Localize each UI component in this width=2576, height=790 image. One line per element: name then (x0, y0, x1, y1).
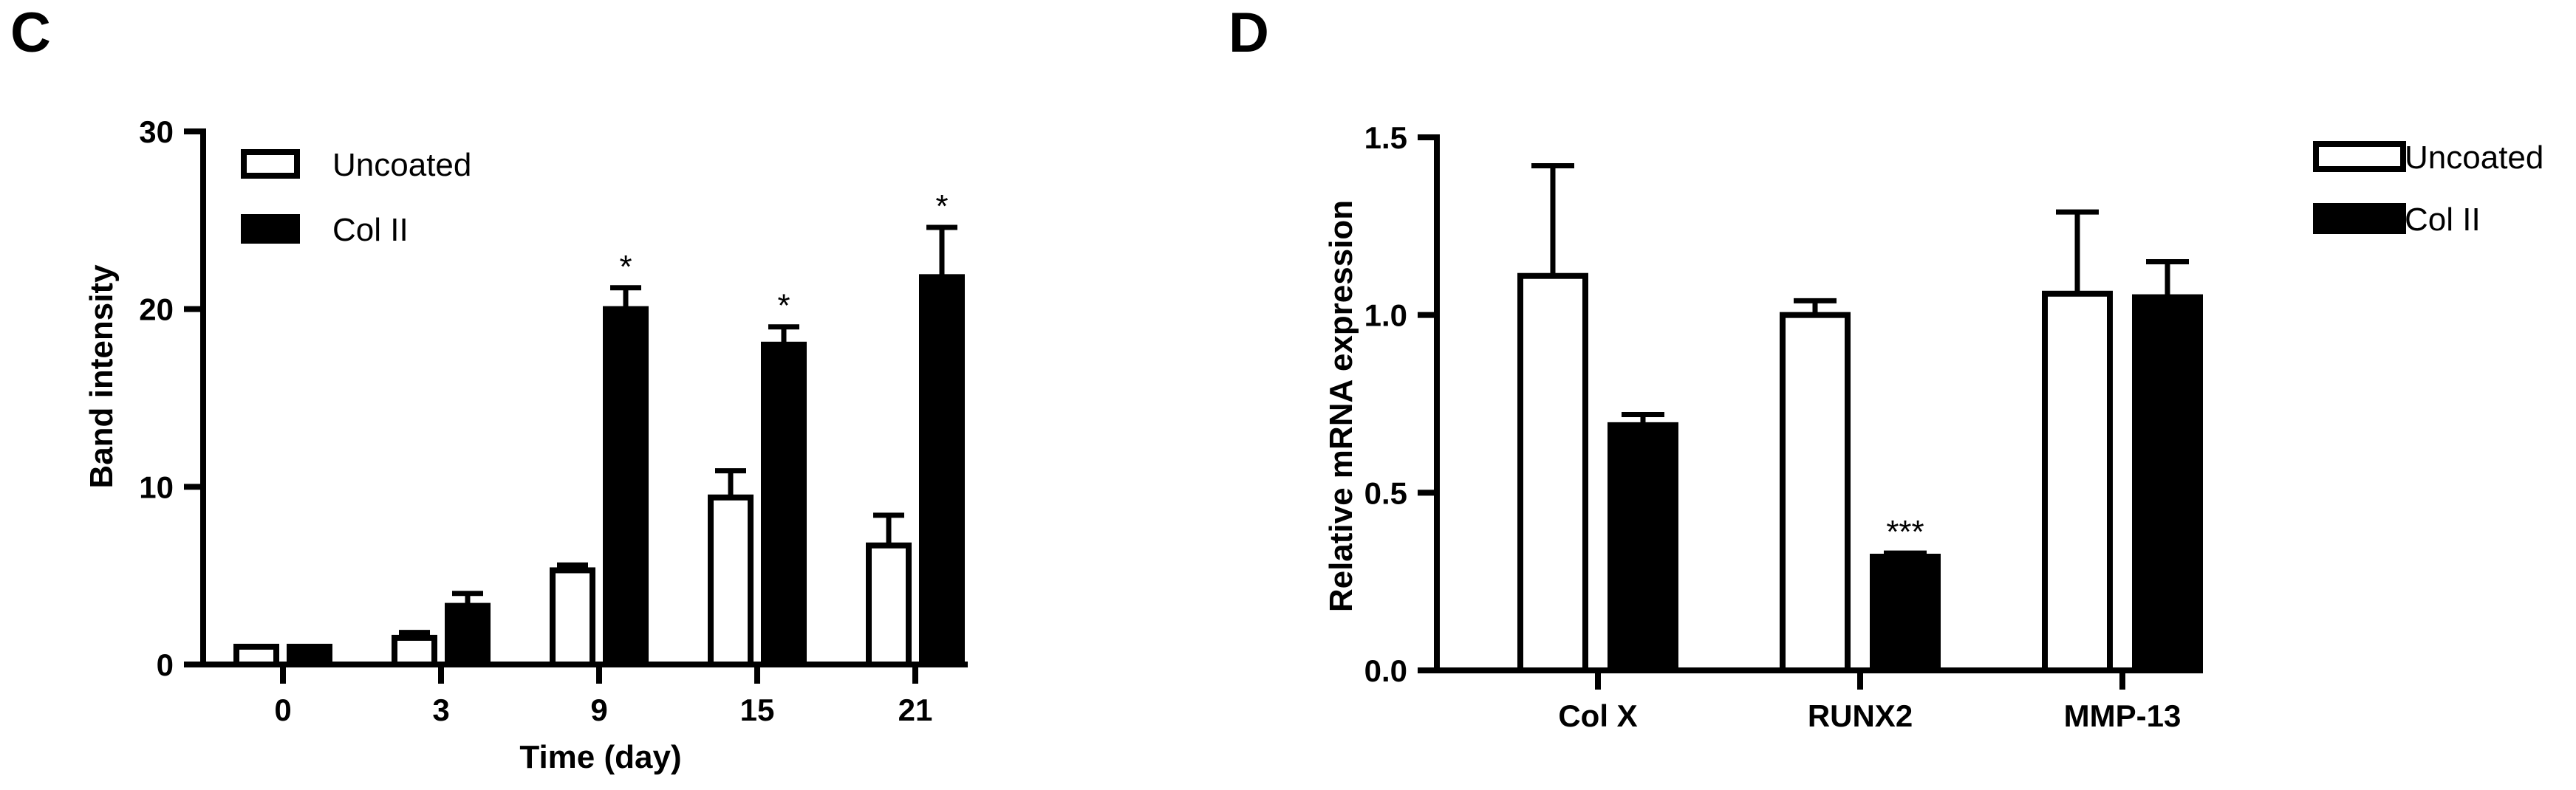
legend-swatch (241, 149, 300, 179)
x-tick-labels: Col X RUNX2 MMP-13 (1558, 698, 2181, 733)
x-tick-label: 15 (740, 693, 775, 727)
significance-marker: *** (1886, 514, 1924, 550)
axes (184, 128, 968, 684)
chart-panel-c: C Band intensity Time (day) 0 10 20 30 0 3 9 1… (10, 1, 968, 775)
bar-col-ii (1608, 422, 1678, 673)
chart-panel-d: D Relative mRNA expression 0.00.51.01.5 … (1229, 1, 2543, 733)
bar-col-ii (1870, 553, 1941, 673)
legend-label: Uncoated (332, 147, 471, 183)
y-tick-labels: 0 10 20 30 (139, 114, 174, 682)
significance-marker: * (935, 188, 948, 224)
bar-col-ii (603, 306, 649, 667)
bars (1517, 272, 2203, 674)
y-tick-label: 0.0 (1364, 653, 1407, 688)
legend-label: Col II (2405, 202, 2481, 238)
legend-swatch (2313, 203, 2406, 234)
error-bars (399, 224, 957, 638)
axes (1418, 134, 2183, 690)
y-tick-labels: 0.0 0.5 1.0 1.5 (1364, 120, 1407, 688)
y-axis-title: Relative mRNA expression (1323, 200, 1359, 612)
bar-uncoated (1517, 272, 1588, 674)
bar-col-ii (919, 274, 965, 667)
significance-marker: * (619, 249, 632, 285)
legend: Uncoated Col II (2313, 140, 2543, 238)
y-tick-label: 30 (139, 114, 174, 149)
x-tick-label: 9 (590, 693, 607, 727)
legend: Uncoated Col II (241, 147, 471, 248)
bars (233, 274, 965, 668)
significance-marker: * (777, 288, 790, 324)
bar-col-ii (2132, 294, 2203, 673)
bar-uncoated (550, 567, 595, 667)
panel-letter-c: C (10, 1, 51, 64)
significance-markers: *** (1886, 514, 1924, 550)
bar-col-ii (761, 341, 807, 667)
x-tick-label: RUNX2 (1808, 698, 1913, 733)
x-axis-title: Time (day) (519, 739, 681, 775)
legend-swatch (241, 214, 300, 244)
x-tick-label: MMP-13 (2064, 698, 2182, 733)
error-bars (1531, 163, 2189, 557)
y-tick-label: 0.5 (1364, 475, 1407, 510)
y-tick-label: 10 (139, 470, 174, 504)
significance-markers: * * * (619, 188, 948, 324)
x-tick-label: 3 (432, 693, 449, 727)
y-tick-label: 0 (157, 648, 174, 682)
y-tick-label: 1.0 (1364, 298, 1407, 333)
bar-uncoated (2042, 290, 2113, 673)
legend-swatch (2313, 141, 2406, 172)
bar-uncoated (708, 494, 754, 667)
bar-uncoated (1780, 312, 1851, 673)
x-tick-label: Col X (1558, 698, 1637, 733)
x-tick-labels: 0 3 9 15 21 (274, 693, 932, 727)
x-tick-label: 21 (898, 693, 933, 727)
bar-uncoated (866, 542, 912, 668)
legend-label: Col II (332, 212, 409, 248)
y-tick-label: 20 (139, 292, 174, 327)
y-axis-title: Band intensity (83, 264, 120, 489)
legend-label: Uncoated (2405, 140, 2543, 176)
panel-letter-d: D (1229, 1, 1269, 64)
y-tick-label: 1.5 (1364, 120, 1407, 155)
bar-col-ii (445, 602, 491, 668)
bar-uncoated (392, 634, 437, 668)
x-tick-label: 0 (274, 693, 291, 727)
